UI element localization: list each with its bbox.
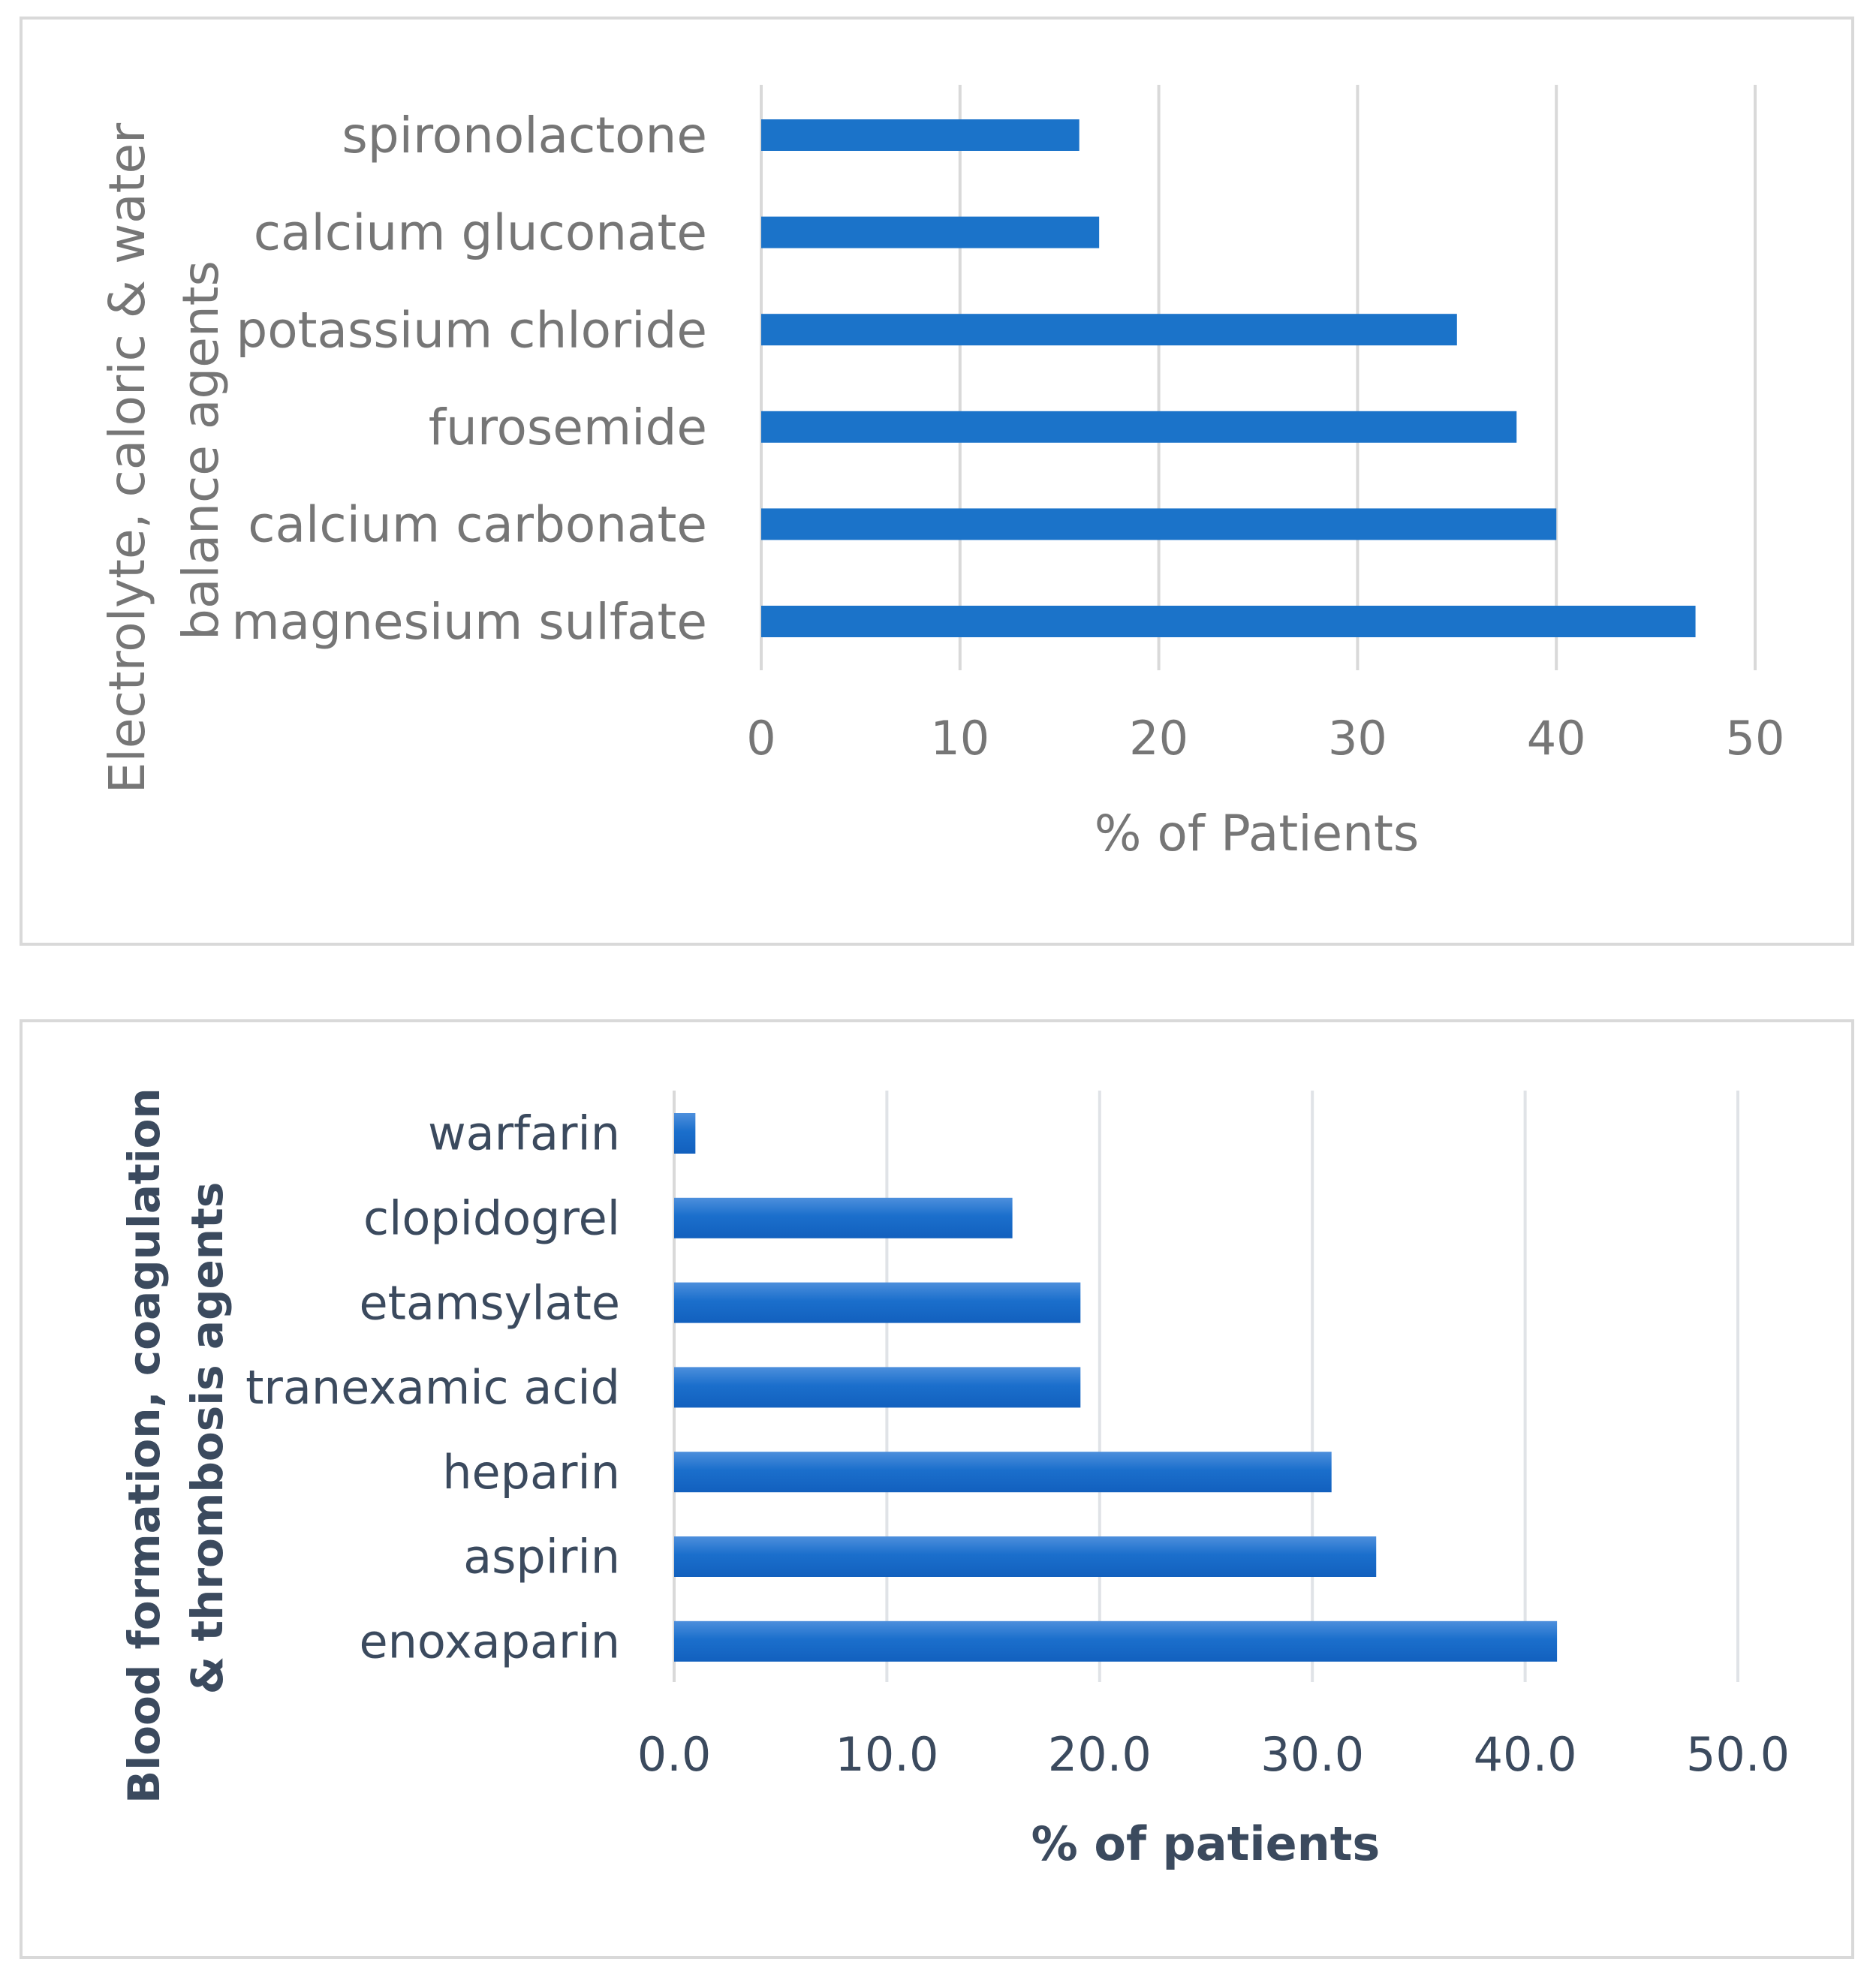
chart-1-tick-label: 40 xyxy=(1527,711,1586,766)
chart-2-y-axis-title-line-1: Blood formation, coagulation xyxy=(119,1088,170,1804)
chart-2-bar-tranexamic-acid xyxy=(674,1367,1081,1408)
chart-1-tick-label: 10 xyxy=(930,711,989,766)
chart-1-bar-magnesium-sulfate xyxy=(761,606,1696,637)
chart-2-category-label: tranexamic acid xyxy=(245,1360,620,1415)
chart-2-tick-labels: 0.0 10.0 20.0 30.0 40.0 50.0 xyxy=(637,1727,1790,1782)
chart-1-frame xyxy=(20,17,1854,946)
chart-2-bar-aspirin xyxy=(674,1536,1377,1577)
chart-2-bar-clopidogrel xyxy=(674,1197,1013,1238)
chart-2-category-label: etamsylate xyxy=(359,1275,620,1330)
chart-2-category-labels: warfarin clopidogrel etamsylate tranexamic … xyxy=(245,1106,620,1669)
chart-2-tick-label: 10.0 xyxy=(835,1727,938,1782)
chart-2-tick-label: 0.0 xyxy=(637,1727,712,1782)
chart-1-y-axis-title-line-2: balance agents xyxy=(172,260,230,640)
chart-1-x-axis-title: % of Patients xyxy=(1095,805,1419,862)
chart-1-bar-calcium-gluconate xyxy=(761,216,1100,248)
chart-2-frame xyxy=(20,1019,1854,1959)
chart-2-category-label: heparin xyxy=(442,1445,620,1500)
chart-1-tick-label: 30 xyxy=(1328,711,1387,766)
chart-1-bar-calcium-carbonate xyxy=(761,508,1557,540)
chart-2-category-label: clopidogrel xyxy=(363,1191,620,1246)
chart-2-category-label: aspirin xyxy=(463,1530,620,1584)
chart-1-y-axis-title: Electrolyte, caloric & water balance age… xyxy=(98,107,230,793)
chart-2-x-axis-title: % of patients xyxy=(1031,1816,1381,1871)
chart-2-y-axis-title: Blood formation, coagulation & thrombosi… xyxy=(119,1073,233,1804)
chart-2-tick-label: 30.0 xyxy=(1260,1727,1364,1782)
chart-1-tick-label: 20 xyxy=(1129,711,1188,766)
chart-1-bar-spironolactone xyxy=(761,119,1080,151)
chart-1-tick-labels: 0 10 20 30 40 50 xyxy=(746,711,1784,766)
chart-1-bar-potassium-chloride xyxy=(761,314,1457,346)
chart-2-tick-label: 20.0 xyxy=(1048,1727,1152,1782)
chart-2-y-axis-title-line-2: & thrombosis agents xyxy=(182,1182,233,1695)
chart-1-category-labels: spironolactone calcium gluconate potassium… xyxy=(231,107,707,651)
chart-1-bar-furosemide xyxy=(761,411,1517,443)
chart-1-category-label: potassium chloride xyxy=(236,301,707,359)
chart-2-category-label: enoxaparin xyxy=(359,1614,620,1669)
chart-1-category-label: spironolactone xyxy=(342,107,707,164)
chart-1-y-axis-title-line-1: Electrolyte, caloric & water xyxy=(98,122,156,793)
chart-2-category-label: warfarin xyxy=(428,1106,620,1161)
chart-2-bar-enoxaparin xyxy=(674,1620,1558,1662)
chart-electrolyte-agents: spironolactone calcium gluconate potassium… xyxy=(20,17,1854,946)
chart-1-tick-label: 50 xyxy=(1726,711,1785,766)
chart-1-category-label: magnesium sulfate xyxy=(231,593,707,651)
chart-2-bars xyxy=(674,1113,1558,1662)
chart-1-bars xyxy=(761,119,1696,637)
chart-2-bar-heparin xyxy=(674,1452,1332,1493)
chart-1-category-label: furosemide xyxy=(429,399,707,456)
chart-1-gridlines xyxy=(958,85,1757,670)
chart-2-bar-warfarin xyxy=(674,1113,696,1154)
chart-1-category-label: calcium carbonate xyxy=(248,496,707,554)
chart-2-gridlines xyxy=(885,1091,1739,1682)
chart-2-tick-label: 40.0 xyxy=(1474,1727,1577,1782)
chart-1-tick-label: 0 xyxy=(746,711,775,766)
chart-blood-agents: warfarin clopidogrel etamsylate tranexamic … xyxy=(20,1019,1854,1959)
chart-2-tick-label: 50.0 xyxy=(1686,1727,1790,1782)
chart-2-bar-etamsylate xyxy=(674,1282,1081,1323)
chart-1-category-label: calcium gluconate xyxy=(254,204,707,262)
